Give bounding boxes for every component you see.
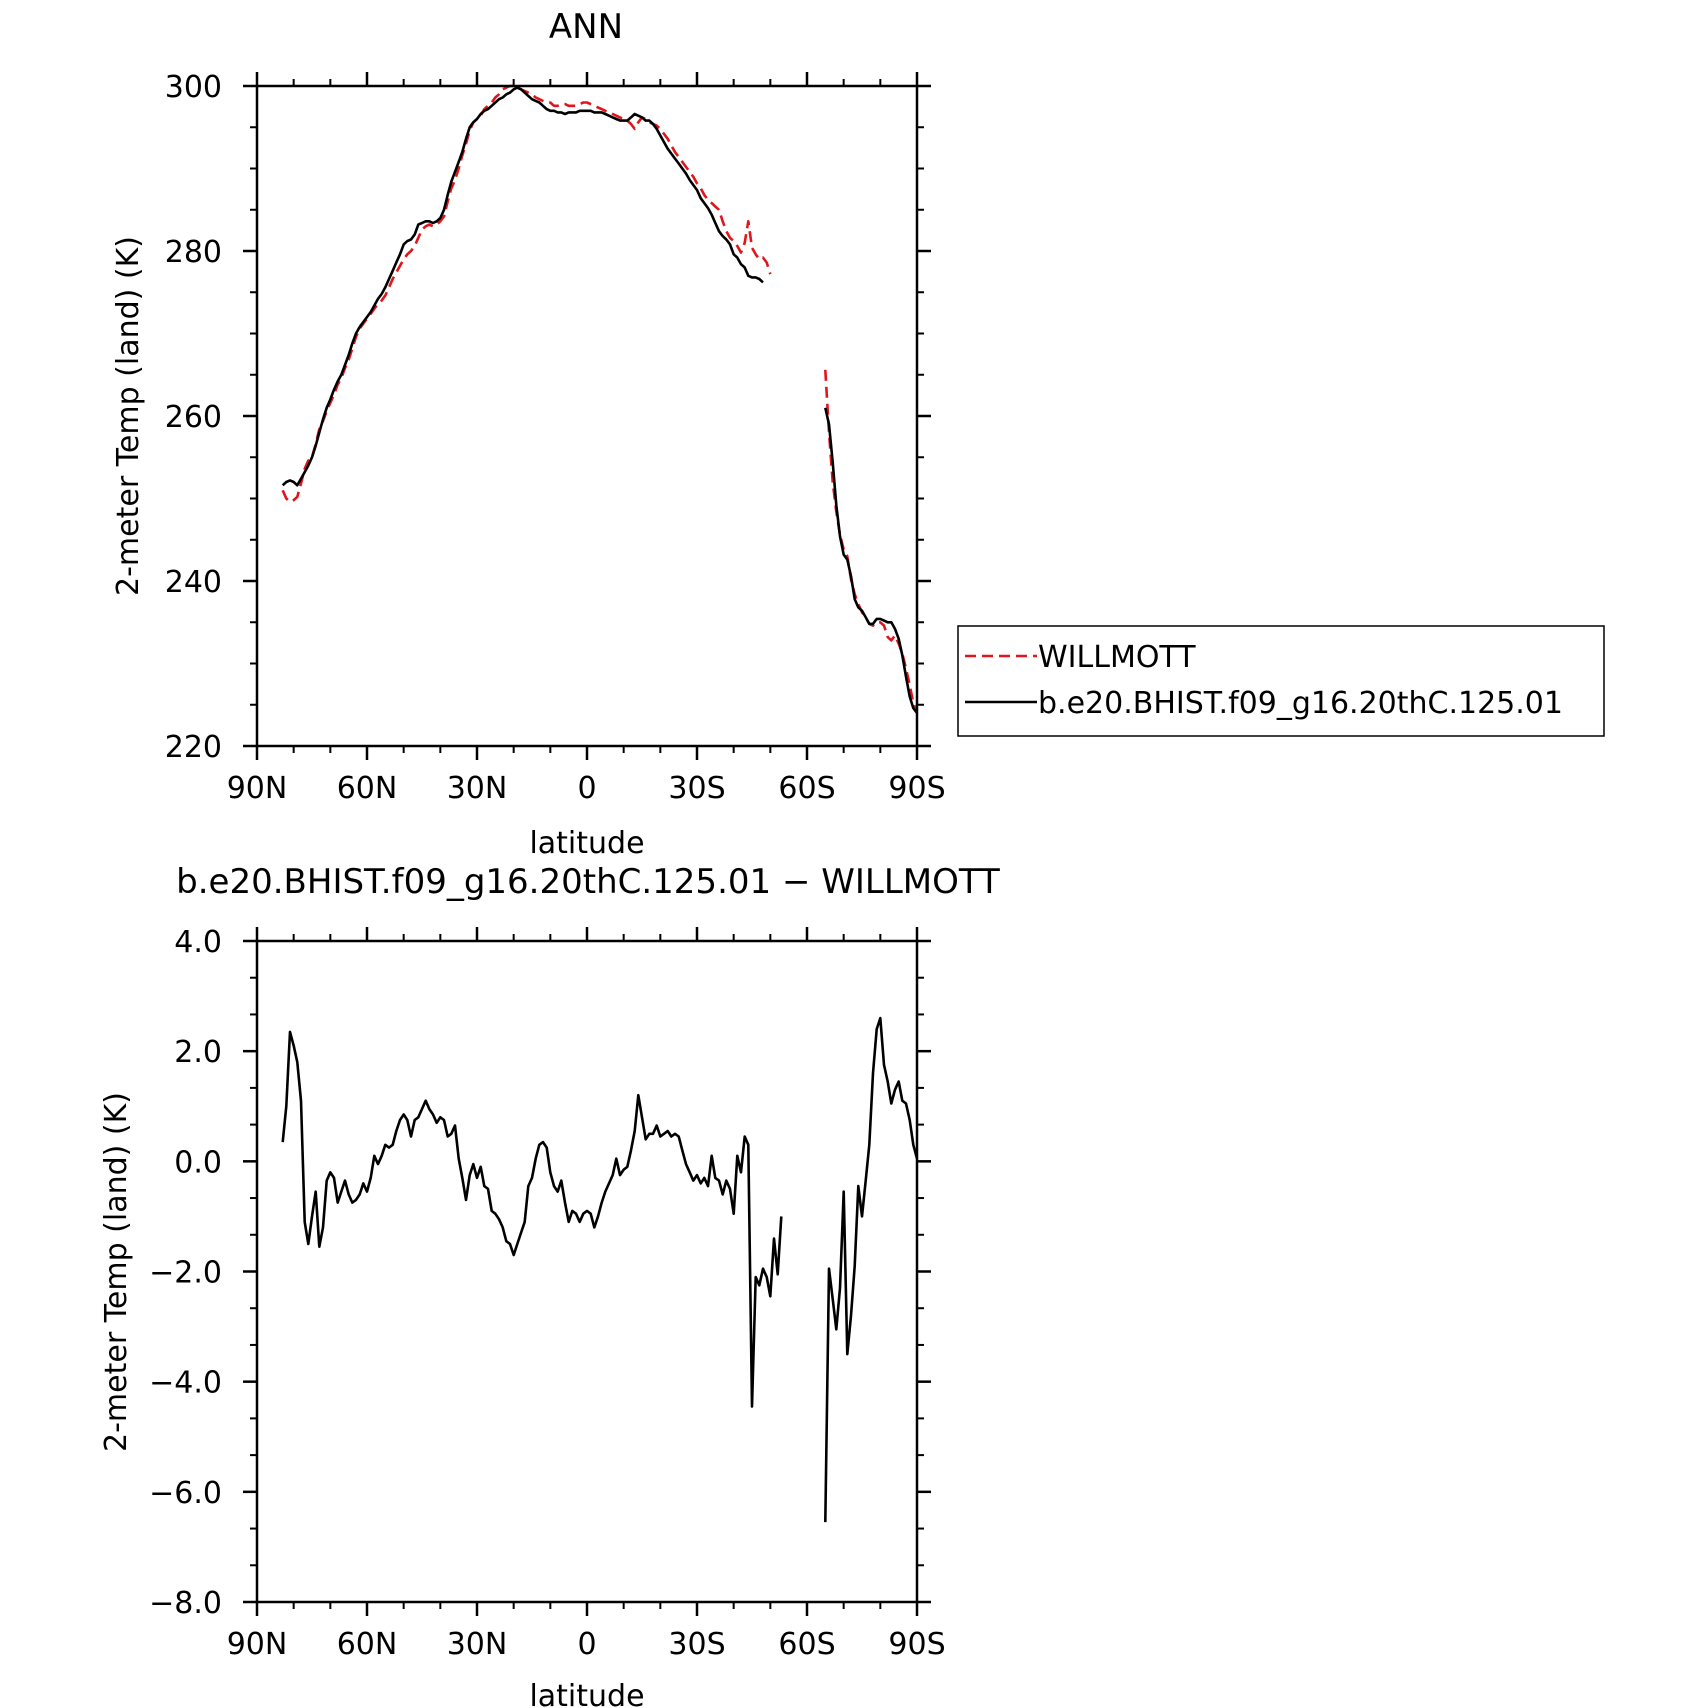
bottom-y-tick-label: −6.0 — [149, 1476, 222, 1511]
top-x-axis-label: latitude — [529, 826, 644, 861]
bottom-x-tick-label: 30N — [447, 1627, 508, 1662]
bottom-x-tick-label: 90N — [227, 1627, 288, 1662]
bottom-x-tick-label: 90S — [888, 1627, 945, 1662]
bottom-x-tick-label: 30S — [668, 1627, 725, 1662]
top-x-tick-label: 30S — [668, 771, 725, 806]
bottom-y-tick-label: −2.0 — [149, 1256, 222, 1291]
bottom-plot-frame — [255, 939, 919, 1604]
top-plot-frame — [255, 84, 919, 748]
bottom-series-model-line — [281, 1030, 783, 1408]
legend-box — [957, 625, 1605, 737]
bottom-y-tick-label: 0.0 — [174, 1145, 222, 1180]
top-y-tick-label: 260 — [165, 400, 222, 435]
top-panel: ANN 90N 60N 30N 0 30S 60S 90S 300 280 260 240 220 2… — [111, 7, 946, 861]
top-x-tick-label: 60S — [778, 771, 835, 806]
top-y-tick-label: 220 — [165, 730, 222, 765]
top-x-tick-label: 90S — [888, 771, 945, 806]
top-y-axis-label: 2-meter Temp (land) (K) — [111, 236, 146, 596]
top-series-model-line — [281, 86, 764, 487]
top-x-tick-label: 90N — [227, 771, 288, 806]
bottom-series-group — [281, 1016, 919, 1523]
bottom-y-tick-label: −4.0 — [149, 1366, 222, 1401]
bottom-chart-title: b.e20.BHIST.f09_g16.20thC.125.01 − WILLM… — [176, 862, 1000, 902]
top-chart-title: ANN — [549, 7, 623, 47]
bottom-y-tick-label: 4.0 — [174, 925, 222, 960]
top-axes: 90N 60N 30N 0 30S 60S 90S 300 280 260 240 220 — [165, 70, 946, 806]
legend: WILLMOTT b.e20.BHIST.f09_g16.20thC.125.0… — [957, 625, 1605, 737]
top-x-tick-label: 0 — [577, 771, 596, 806]
bottom-y-tick-label: −8.0 — [149, 1586, 222, 1621]
legend-label-model: b.e20.BHIST.f09_g16.20thC.125.01 — [1038, 686, 1563, 721]
bottom-y-tick-label: 2.0 — [174, 1035, 222, 1070]
top-series-model-line — [824, 407, 919, 714]
bottom-y-axis-label: 2-meter Temp (land) (K) — [99, 1092, 134, 1452]
top-y-tick-label: 300 — [165, 70, 222, 105]
bottom-x-axis-label: latitude — [529, 1679, 644, 1708]
legend-label-willmott: WILLMOTT — [1038, 640, 1196, 675]
bottom-x-tick-label: 60N — [337, 1627, 398, 1662]
bottom-axes: 90N 60N 30N 0 30S 60S 90S 4.0 2.0 0.0 −2.0 −4.0 −6.0… — [149, 925, 945, 1662]
top-series-willmott-line — [281, 84, 772, 504]
bottom-x-tick-label: 60S — [778, 1627, 835, 1662]
top-x-tick-label: 30N — [447, 771, 508, 806]
top-y-tick-label: 240 — [165, 565, 222, 600]
top-y-tick-label: 280 — [165, 235, 222, 270]
bottom-series-model-line — [824, 1016, 919, 1523]
bottom-x-tick-label: 0 — [577, 1627, 596, 1662]
top-series-group — [281, 84, 919, 714]
top-x-tick-label: 60N — [337, 771, 398, 806]
bottom-panel: b.e20.BHIST.f09_g16.20thC.125.01 − WILLM… — [99, 862, 1000, 1708]
